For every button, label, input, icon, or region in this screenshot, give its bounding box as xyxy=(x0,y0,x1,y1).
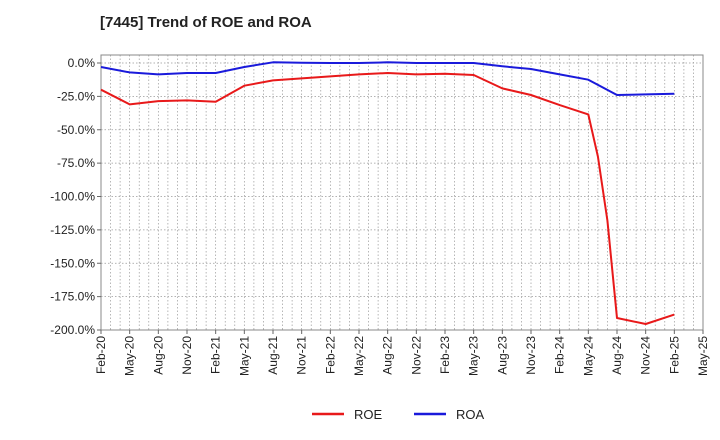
x-tick-label: Nov-24 xyxy=(639,336,653,375)
y-tick-label: -50.0% xyxy=(57,123,95,137)
y-tick-label: -125.0% xyxy=(50,223,95,237)
y-tick-label: 0.0% xyxy=(68,56,96,70)
grid-layer xyxy=(101,55,703,331)
x-tick-label: Nov-22 xyxy=(409,336,423,375)
x-tick-label: Feb-23 xyxy=(438,336,452,374)
x-tick-label: May-20 xyxy=(123,336,137,376)
x-tick-label: Aug-23 xyxy=(495,336,509,375)
x-tick-label: May-21 xyxy=(237,336,251,376)
x-tick-label: Aug-20 xyxy=(151,336,165,375)
x-tick-label: May-23 xyxy=(467,336,481,376)
series-layer xyxy=(100,61,675,325)
y-tick-label: -175.0% xyxy=(50,290,95,304)
x-tick-label: May-24 xyxy=(581,336,595,376)
x-tick-label: Aug-24 xyxy=(610,336,624,375)
y-tick-label: -150.0% xyxy=(50,256,95,270)
series-line-roa xyxy=(100,61,675,96)
x-tick-label: Feb-22 xyxy=(323,336,337,374)
series-line-roe xyxy=(100,72,675,325)
y-tick-label: -100.0% xyxy=(50,190,95,204)
x-tick-label: Aug-21 xyxy=(266,336,280,375)
legend-label-roe: ROE xyxy=(354,407,383,422)
plot-frame xyxy=(100,54,704,331)
legend-label-roa: ROA xyxy=(456,407,485,422)
chart-title: [7445] Trend of ROE and ROA xyxy=(100,14,312,31)
x-tick-label: Nov-20 xyxy=(180,336,194,375)
x-tick-label: May-25 xyxy=(696,336,710,376)
x-tick-label: Feb-20 xyxy=(94,336,108,374)
axes-layer: 0.0% -25.0% -50.0% -75.0% -100.0% -125.0% -150… xyxy=(50,54,710,376)
x-tick-label: Feb-25 xyxy=(667,336,681,374)
x-tick-label: Nov-21 xyxy=(295,336,309,375)
x-tick-label: Nov-23 xyxy=(524,336,538,375)
y-tick-label: -200.0% xyxy=(50,323,95,337)
x-tick-label: Feb-24 xyxy=(553,336,567,374)
x-tick-label: May-22 xyxy=(352,336,366,376)
x-tick-label: Feb-21 xyxy=(209,336,223,374)
x-tick-label: Aug-22 xyxy=(381,336,395,375)
y-tick-label: -25.0% xyxy=(57,89,95,103)
legend: ROE ROA xyxy=(312,407,485,422)
y-tick-label: -75.0% xyxy=(57,156,95,170)
